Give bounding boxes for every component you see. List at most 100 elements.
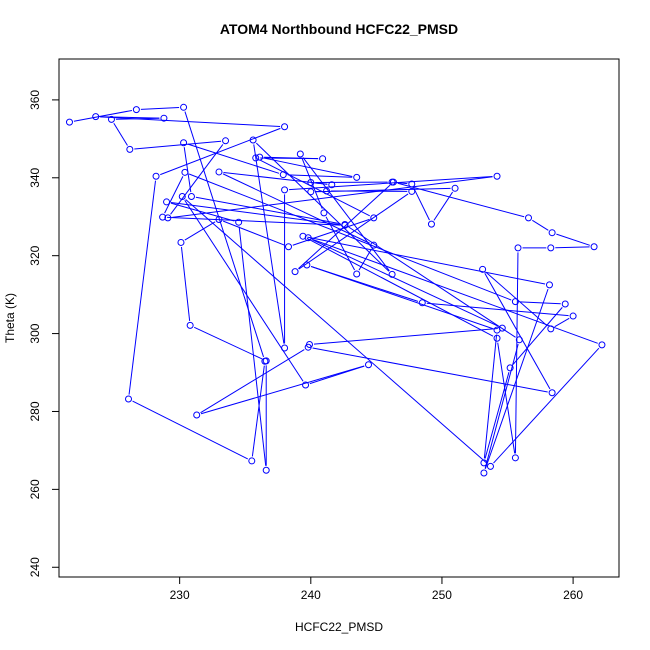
series-segment [222, 173, 370, 244]
data-point [159, 213, 167, 221]
data-point [248, 457, 256, 465]
data-point [178, 192, 186, 200]
series-segment [519, 301, 561, 305]
data-point [252, 154, 260, 162]
series-segment [554, 317, 570, 328]
plot-area [58, 58, 620, 578]
data-point [281, 123, 289, 131]
series-segment [253, 144, 285, 344]
series-segment [413, 187, 430, 221]
series-segment [194, 326, 263, 360]
series-segment [184, 221, 216, 241]
series-segment [200, 349, 305, 414]
data-point [177, 238, 185, 246]
data-point [389, 178, 397, 186]
data-point [305, 340, 313, 348]
series-segment [313, 328, 498, 345]
x-tick-label: 250 [432, 588, 452, 602]
data-point [498, 324, 506, 332]
series-segment [312, 238, 598, 344]
data-point [370, 241, 378, 249]
series-segment [160, 127, 281, 176]
data-point [303, 261, 311, 269]
data-point [545, 281, 553, 289]
data-point [302, 381, 310, 389]
series-segment [183, 147, 192, 193]
data-point [296, 150, 304, 158]
data-point [180, 139, 188, 147]
series-segment [493, 347, 600, 464]
series-segment [310, 265, 419, 302]
data-point [262, 466, 270, 474]
series-segment [348, 226, 516, 338]
data-point [365, 361, 373, 369]
data-point [525, 214, 533, 222]
data-point [323, 187, 331, 195]
series-segment [260, 157, 319, 160]
x-axis-label: HCFC22_PMSD [295, 620, 383, 634]
data-point [279, 171, 287, 179]
data-point [281, 186, 289, 194]
data-point [160, 114, 168, 122]
series-segment [512, 307, 563, 365]
series-segment [170, 202, 341, 226]
data-point [506, 364, 514, 372]
series-segment [484, 272, 551, 390]
data-point [107, 115, 115, 123]
series-segment [195, 196, 341, 225]
data-point [480, 459, 488, 467]
series-segment [184, 111, 265, 358]
data-point [235, 218, 243, 226]
y-axis: 240 260 280 300 320 340 360 [28, 90, 59, 577]
data-point [515, 336, 523, 344]
data-point [320, 209, 328, 217]
data-point [262, 357, 270, 365]
data-point [307, 178, 315, 186]
series-segment [184, 199, 304, 382]
series-segment [483, 334, 498, 459]
series-segment [113, 122, 128, 146]
series-segment [223, 220, 285, 246]
data-point [548, 389, 556, 397]
data-point [479, 265, 487, 273]
series-segment [188, 173, 512, 301]
series-segment [251, 365, 265, 457]
y-axis-label: Theta (K) [3, 293, 17, 343]
series-segment [170, 144, 224, 215]
data-point [511, 298, 519, 306]
data-point [186, 321, 194, 329]
series-segment [497, 342, 516, 454]
data-point [370, 214, 378, 222]
series-segment [134, 140, 222, 150]
data-point [285, 243, 293, 251]
data-point [215, 168, 223, 176]
data-point [281, 344, 289, 352]
series-segment [223, 171, 328, 185]
data-point [388, 270, 396, 278]
data-point [561, 300, 569, 308]
data-point [353, 173, 361, 181]
series-segment [484, 372, 510, 459]
series-segment [312, 347, 548, 393]
series-segment [312, 239, 499, 327]
series-segment [132, 400, 248, 460]
data-point [125, 395, 133, 403]
data-point [353, 270, 361, 278]
series-segment [555, 246, 590, 249]
series-layer [65, 103, 606, 477]
series-segment [397, 182, 525, 218]
series-segment [164, 176, 184, 214]
y-tick-label: 360 [28, 90, 42, 110]
series-segment [140, 107, 180, 110]
data-point [193, 411, 201, 419]
data-point [132, 106, 140, 114]
data-point [598, 341, 606, 349]
data-point [493, 172, 501, 180]
y-tick-label: 260 [28, 479, 42, 499]
data-point [341, 221, 349, 229]
data-point [451, 184, 459, 192]
series-segment [100, 116, 281, 128]
series-segment [263, 157, 353, 177]
data-point [418, 299, 426, 307]
